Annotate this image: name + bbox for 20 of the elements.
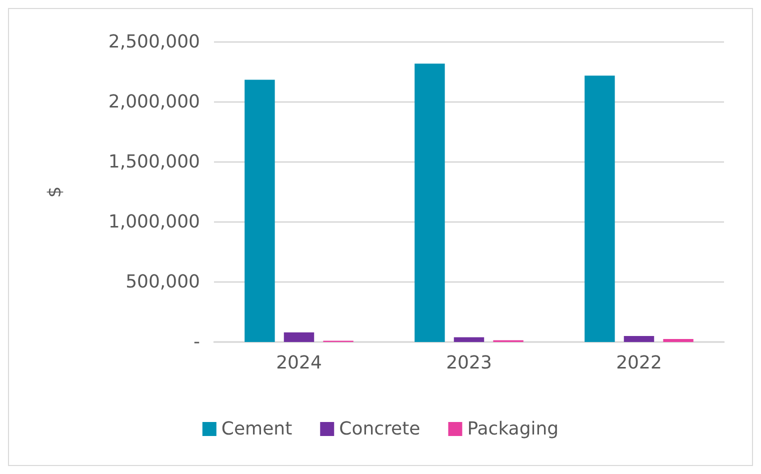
legend-label: Concrete <box>339 418 420 440</box>
bar <box>663 339 694 342</box>
y-tick-label: 2,500,000 <box>108 32 200 52</box>
y-tick-label: 1,500,000 <box>108 152 200 172</box>
y-tick-label: - <box>194 332 200 352</box>
y-tick-label: 2,000,000 <box>108 92 200 112</box>
x-tick-label: 2023 <box>446 352 492 374</box>
y-axis-title: $ <box>44 186 66 198</box>
y-tick-label: 1,000,000 <box>108 212 200 232</box>
x-tick-label: 2022 <box>616 352 662 374</box>
y-tick-label: 500,000 <box>126 272 200 292</box>
bar <box>244 80 275 342</box>
legend-label: Packaging <box>467 418 559 440</box>
bar <box>284 332 314 342</box>
bar <box>454 337 484 342</box>
legend-label: Cement <box>221 418 292 440</box>
bar <box>584 76 615 342</box>
x-tick-label: 2024 <box>276 352 322 374</box>
bar <box>624 336 654 342</box>
bar <box>414 64 445 342</box>
